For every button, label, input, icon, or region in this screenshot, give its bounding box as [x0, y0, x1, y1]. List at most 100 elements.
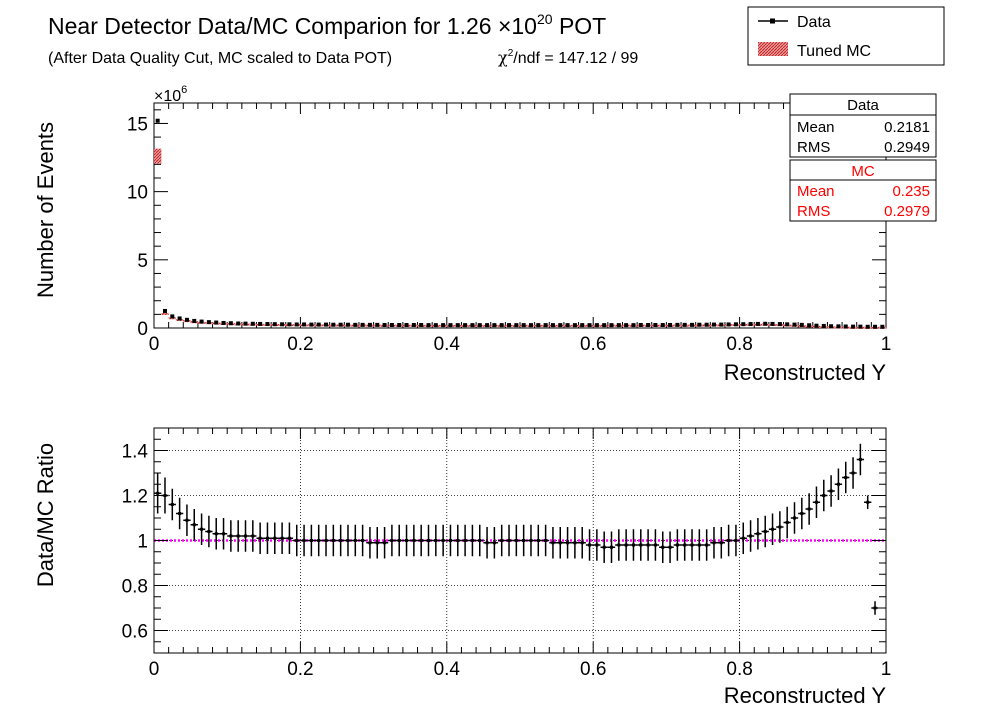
- ratio-point: [646, 543, 650, 547]
- stats-data-rms-label: RMS: [797, 139, 830, 156]
- data-point: [697, 322, 702, 327]
- chart-title-exp: 20: [537, 11, 553, 27]
- stats-data-mean-value: 0.2181: [884, 119, 930, 136]
- ratio-point: [214, 532, 218, 536]
- ratio-point: [412, 539, 416, 542]
- legend: Data Tuned MC: [747, 6, 945, 66]
- top-x-tick-label: 0.2: [287, 334, 313, 355]
- data-point: [675, 322, 680, 327]
- ratio-point: [200, 527, 204, 531]
- data-point: [419, 323, 424, 327]
- data-point: [799, 322, 804, 327]
- ratio-point: [668, 545, 672, 549]
- data-point: [382, 323, 387, 327]
- ratio-point: [361, 539, 365, 542]
- stats-mc-rms-value: 0.2979: [884, 203, 930, 220]
- top-x-axis-label: Reconstructed Y: [724, 360, 887, 385]
- ratio-point: [844, 476, 848, 479]
- ratio-point: [397, 539, 401, 542]
- data-point: [316, 322, 321, 327]
- chart-title: Near Detector Data/MC Comparion for 1.26…: [48, 11, 606, 39]
- bottom-x-tick-label: 0.8: [726, 659, 752, 680]
- ratio-point: [807, 507, 811, 511]
- ratio-point: [434, 539, 438, 542]
- bottom-x-tick-label: 0.2: [287, 659, 313, 680]
- top-x-tick-label: 1: [881, 334, 892, 355]
- data-point: [631, 323, 636, 328]
- data-point: [660, 323, 665, 327]
- ratio-point: [478, 539, 482, 542]
- ratio-point: [375, 541, 379, 545]
- ratio-point: [727, 539, 731, 542]
- ratio-point: [178, 512, 182, 515]
- stats-data-mean-label: Mean: [797, 119, 835, 136]
- ratio-point: [675, 543, 679, 547]
- top-y-tick-label: 5: [137, 251, 148, 272]
- data-point: [616, 323, 621, 328]
- top-x-tick-label: 0: [149, 334, 160, 355]
- ratio-point: [866, 500, 870, 504]
- bottom-panel: 0 0.2 0.4 0.6 0.8 1 0.6 0.8 1 1.2 1.4 Reconstructe…: [33, 427, 891, 708]
- ratio-point: [500, 539, 504, 542]
- ratio-point: [346, 539, 350, 542]
- bottom-y-tick-label: 0.6: [122, 622, 148, 643]
- chart-subtitle: (After Data Quality Cut, MC scaled to Da…: [48, 50, 392, 67]
- stats-box-mc-frame: [789, 159, 937, 222]
- ratio-point: [873, 606, 877, 610]
- data-point: [770, 321, 775, 326]
- data-point: [792, 322, 797, 327]
- data-point: [602, 323, 607, 328]
- data-point: [302, 322, 307, 327]
- data-point: [309, 322, 314, 327]
- top-y-multiplier-exp: 6: [181, 84, 187, 96]
- data-point: [836, 324, 841, 329]
- ratio-point: [390, 539, 394, 542]
- data-point: [536, 323, 541, 328]
- data-point: [397, 323, 402, 327]
- data-point: [653, 323, 658, 327]
- data-point: [470, 323, 475, 328]
- ratio-point: [463, 539, 467, 542]
- data-point: [682, 322, 687, 327]
- chart-title-suffix: POT: [553, 13, 607, 39]
- top-y-tick-label: 15: [127, 114, 148, 135]
- data-point: [162, 308, 167, 313]
- legend-data-label: Data: [797, 14, 831, 31]
- ratio-point: [756, 532, 760, 536]
- ratio-point: [588, 543, 592, 547]
- ratio-point: [617, 543, 621, 547]
- ratio-point: [529, 539, 533, 542]
- ratio-point: [661, 545, 665, 549]
- data-point: [360, 322, 365, 327]
- stats-data-title: Data: [847, 97, 879, 114]
- bottom-y-tick-label: 1.2: [122, 487, 148, 508]
- ratio-point: [771, 527, 775, 531]
- ratio-point: [507, 539, 511, 542]
- bottom-x-tick-label: 0.6: [580, 659, 606, 680]
- data-point: [865, 324, 870, 329]
- data-point: [155, 118, 160, 123]
- top-y-tick-label: 10: [127, 183, 148, 204]
- data-point: [858, 324, 863, 329]
- ratio-point: [595, 543, 599, 547]
- data-point: [777, 322, 782, 327]
- ratio-point: [185, 518, 189, 522]
- ratio-point: [222, 532, 226, 536]
- ratio-point: [741, 536, 745, 540]
- ratio-point: [295, 539, 299, 542]
- ratio-point: [427, 539, 430, 542]
- data-point: [404, 323, 409, 327]
- data-point: [521, 323, 526, 328]
- ratio-point: [353, 539, 357, 542]
- mc-band-bin: [161, 313, 169, 315]
- data-point: [543, 323, 548, 328]
- stats-mc-title: MC: [851, 163, 874, 180]
- data-point: [294, 322, 299, 327]
- ratio-point: [287, 536, 291, 540]
- data-point: [353, 322, 358, 327]
- ratio-point: [602, 545, 606, 549]
- ratio-point: [419, 539, 423, 542]
- ratio-point: [244, 534, 247, 538]
- ratio-point: [170, 503, 174, 506]
